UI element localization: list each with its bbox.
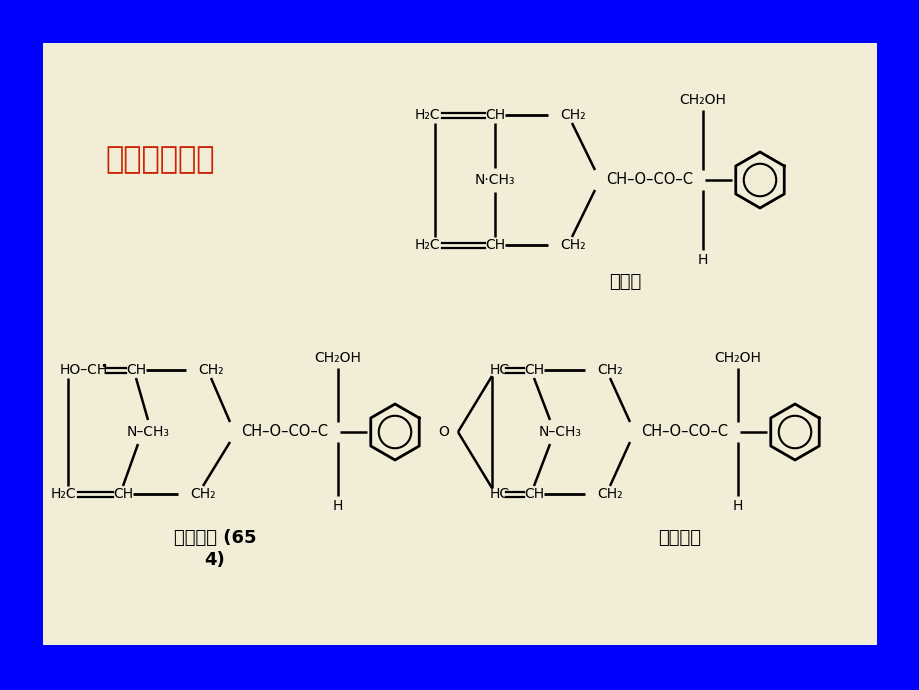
Text: 东莒茱碱: 东莒茱碱 [658, 529, 701, 547]
Text: HC: HC [490, 487, 509, 501]
Text: CH: CH [484, 238, 505, 252]
Text: N–CH₃: N–CH₃ [538, 425, 581, 439]
Text: CH₂: CH₂ [560, 108, 585, 122]
Text: N–CH₃: N–CH₃ [127, 425, 169, 439]
Text: CH₂: CH₂ [198, 363, 223, 377]
Text: CH₂OH: CH₂OH [714, 351, 761, 365]
Text: 「构效关系」: 「构效关系」 [105, 146, 214, 175]
Text: H₂C: H₂C [414, 238, 439, 252]
Text: CH₂: CH₂ [596, 487, 622, 501]
Text: CH: CH [523, 363, 543, 377]
Text: CH: CH [523, 487, 543, 501]
Text: H₂C: H₂C [414, 108, 439, 122]
Text: CH₂: CH₂ [190, 487, 215, 501]
Text: CH: CH [126, 363, 146, 377]
Text: N·CH₃: N·CH₃ [474, 173, 515, 187]
Text: HC: HC [490, 363, 509, 377]
Text: CH–O–CO–C: CH–O–CO–C [606, 172, 693, 188]
Text: CH₂: CH₂ [596, 363, 622, 377]
Text: CH: CH [484, 108, 505, 122]
Text: O: O [438, 425, 449, 439]
Text: CH: CH [113, 487, 133, 501]
Text: H: H [697, 253, 708, 267]
Text: 4): 4) [204, 551, 225, 569]
Text: HO–CH: HO–CH [60, 363, 108, 377]
Text: CH₂: CH₂ [560, 238, 585, 252]
Text: H₂C: H₂C [51, 487, 76, 501]
Text: 阿托品: 阿托品 [608, 273, 641, 291]
Text: H: H [732, 499, 743, 513]
Text: H: H [333, 499, 343, 513]
Text: CH₂OH: CH₂OH [314, 351, 361, 365]
Text: CH–O–CO–C: CH–O–CO–C [241, 424, 328, 440]
Text: CH–O–CO–C: CH–O–CO–C [641, 424, 728, 440]
Text: 山莨菪碱 (65: 山莨菪碱 (65 [174, 529, 256, 547]
Text: CH₂OH: CH₂OH [679, 93, 726, 107]
